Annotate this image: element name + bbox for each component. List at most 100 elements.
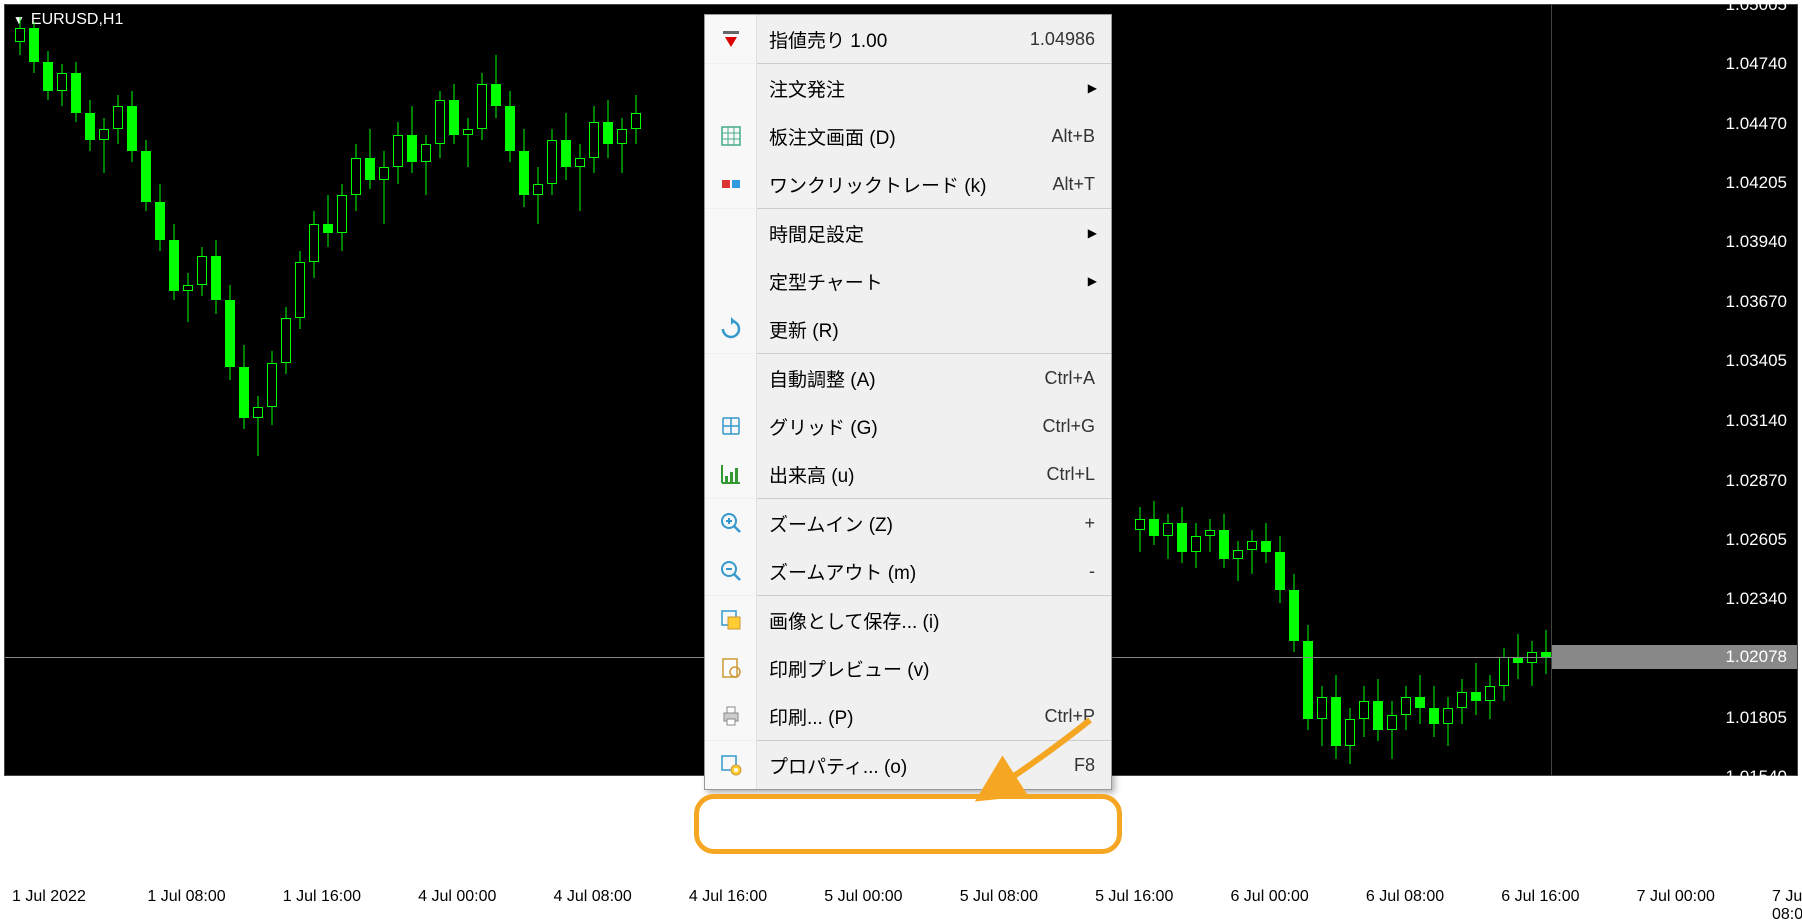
price-tick-label: 1.03940 [1726, 232, 1787, 252]
menu-item-11[interactable]: ズームアウト (m)- [705, 547, 1111, 595]
volume-icon [705, 450, 757, 498]
menu-item-shortcut: + [1084, 513, 1095, 534]
candle [1163, 514, 1173, 559]
menu-item-9[interactable]: 出来高 (u)Ctrl+L [705, 450, 1111, 498]
menu-item-0[interactable]: 指値売り 1.001.04986 [705, 15, 1111, 63]
menu-item-8[interactable]: グリッド (G)Ctrl+G [705, 402, 1111, 450]
menu-item-label: ズームイン (Z) [757, 510, 1084, 537]
menu-item-shortcut: - [1089, 561, 1095, 582]
candle [1373, 679, 1383, 741]
candle [1541, 630, 1551, 675]
submenu-arrow-icon: ▶ [1088, 226, 1097, 240]
sell-limit-icon [705, 15, 757, 63]
menu-item-1[interactable]: 注文発注▶ [705, 64, 1111, 112]
menu-item-14[interactable]: 印刷... (P)Ctrl+P [705, 692, 1111, 740]
candle [407, 106, 417, 173]
zoomin-icon [705, 499, 757, 547]
price-tick-label: 1.03140 [1726, 411, 1787, 431]
time-tick-label: 7 Jul 00:00 [1637, 888, 1715, 906]
candle [379, 151, 389, 225]
candle [491, 55, 501, 117]
candle [1149, 501, 1159, 546]
menu-item-label: 更新 (R) [757, 316, 1095, 343]
grid-icon [705, 402, 757, 450]
menu-item-13[interactable]: 印刷プレビュー (v) [705, 644, 1111, 692]
candle [1303, 625, 1313, 730]
price-tick-label: 1.05005 [1726, 0, 1787, 15]
candle [1289, 574, 1299, 652]
time-tick-label: 5 Jul 08:00 [960, 888, 1038, 906]
candle [169, 224, 179, 300]
menu-item-10[interactable]: ズームイン (Z)+ [705, 499, 1111, 547]
print-icon [705, 692, 757, 740]
menu-item-7[interactable]: 自動調整 (A)Ctrl+A [705, 354, 1111, 402]
menu-item-label: 画像として保存... (i) [757, 607, 1095, 634]
candle [1247, 530, 1257, 575]
menu-item-label: ズームアウト (m) [757, 558, 1089, 585]
menu-item-12[interactable]: 画像として保存... (i) [705, 596, 1111, 644]
zoomout-icon [705, 547, 757, 595]
candle [309, 211, 319, 278]
candle [1359, 686, 1369, 737]
menu-item-label: 注文発注 [757, 75, 1095, 102]
candle [99, 118, 109, 174]
submenu-arrow-icon: ▶ [1088, 81, 1097, 95]
menu-item-3[interactable]: ワンクリックトレード (k)Alt+T [705, 160, 1111, 208]
candle [617, 118, 627, 174]
time-axis: 1 Jul 20221 Jul 08:001 Jul 16:004 Jul 00… [4, 884, 1798, 912]
candle [533, 167, 543, 225]
time-tick-label: 7 Jul 08:00 [1772, 888, 1802, 924]
menu-item-shortcut: Ctrl+G [1042, 416, 1095, 437]
candle [631, 95, 641, 144]
candle [211, 240, 221, 314]
menu-item-label: グリッド (G) [757, 413, 1042, 440]
annotation-highlight-box [694, 794, 1122, 854]
time-tick-label: 1 Jul 08:00 [147, 888, 225, 906]
price-tick-label: 1.04205 [1726, 173, 1787, 193]
oneclick-icon [705, 160, 757, 208]
candle [1471, 663, 1481, 714]
saveimg-icon [705, 596, 757, 644]
candle [1443, 697, 1453, 746]
menu-item-shortcut: 1.04986 [1030, 29, 1095, 50]
menu-item-2[interactable]: 板注文画面 (D)Alt+B [705, 112, 1111, 160]
candle [281, 307, 291, 374]
candle [1527, 641, 1537, 686]
candle [1177, 507, 1187, 563]
price-scale[interactable]: 1.02078 1.050051.047401.044701.042051.03… [1552, 4, 1798, 776]
blank-icon [705, 257, 757, 305]
refresh-icon [705, 305, 757, 353]
candle [71, 62, 81, 122]
candle [393, 122, 403, 184]
time-tick-label: 6 Jul 16:00 [1501, 888, 1579, 906]
price-tick-label: 1.02870 [1726, 471, 1787, 491]
candle [1499, 648, 1509, 701]
menu-item-6[interactable]: 更新 (R) [705, 305, 1111, 353]
candle [463, 118, 473, 167]
menu-item-label: ワンクリックトレード (k) [757, 171, 1052, 198]
submenu-arrow-icon: ▶ [1088, 274, 1097, 288]
candle [1261, 523, 1271, 563]
candle [1205, 519, 1215, 552]
candle [323, 195, 333, 246]
candle [1429, 686, 1439, 737]
menu-item-label: 板注文画面 (D) [757, 123, 1051, 150]
menu-item-4[interactable]: 時間足設定▶ [705, 209, 1111, 257]
time-tick-label: 6 Jul 00:00 [1230, 888, 1308, 906]
candle [253, 396, 263, 456]
candle [1135, 507, 1145, 552]
candle [15, 17, 25, 55]
candle [141, 140, 151, 211]
menu-item-15[interactable]: プロパティ... (o)F8 [705, 741, 1111, 789]
menu-item-shortcut: Alt+B [1051, 126, 1095, 147]
candle [477, 73, 487, 140]
menu-item-label: 定型チャート [757, 268, 1095, 295]
candle [295, 251, 305, 329]
blank-icon [705, 209, 757, 257]
candle [365, 129, 375, 189]
candle [351, 144, 361, 211]
candle [1191, 523, 1201, 568]
chart-symbol-label: EURUSD,H1 [31, 11, 123, 29]
candle [113, 95, 123, 144]
menu-item-5[interactable]: 定型チャート▶ [705, 257, 1111, 305]
